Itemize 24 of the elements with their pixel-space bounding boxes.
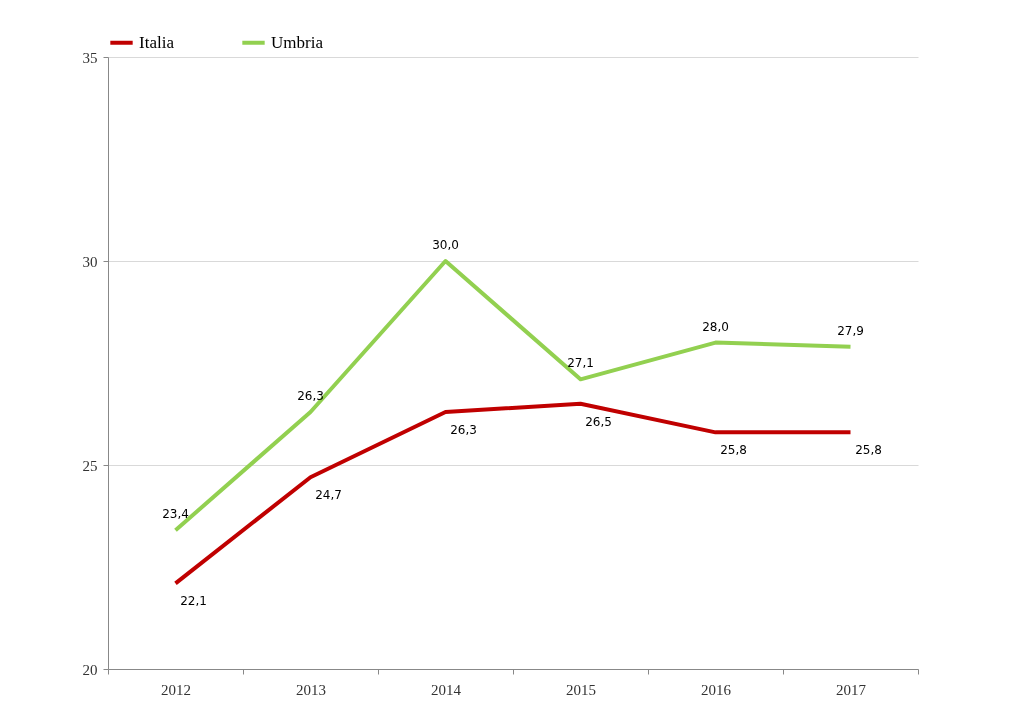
x-tick-label: 2013 [296, 681, 326, 698]
y-tick-label: 30 [82, 253, 98, 270]
data-label: 24,7 [315, 488, 342, 503]
data-label: 27,1 [567, 356, 594, 371]
x-tick-label: 2017 [836, 681, 867, 698]
data-label: 22,1 [180, 594, 207, 609]
x-tick-label: 2016 [701, 681, 732, 698]
data-label: 23,4 [162, 507, 189, 522]
data-label: 28,0 [702, 319, 729, 334]
data-label: 25,8 [855, 443, 882, 458]
data-label: 26,5 [585, 414, 612, 429]
data-label: 27,9 [837, 323, 864, 338]
data-label: 26,3 [450, 422, 477, 437]
x-tick-label: 2015 [566, 681, 596, 698]
legend-label: Italia [139, 32, 175, 52]
x-tick-label: 2012 [161, 681, 191, 698]
y-tick-label: 35 [82, 49, 98, 66]
legend-label: Umbria [271, 32, 324, 52]
y-tick-label: 20 [82, 661, 98, 678]
data-label: 25,8 [720, 443, 747, 458]
y-tick-label: 25 [82, 457, 98, 474]
x-tick-label: 2014 [431, 681, 462, 698]
data-label: 30,0 [432, 238, 459, 252]
data-label: 26,3 [297, 388, 324, 403]
